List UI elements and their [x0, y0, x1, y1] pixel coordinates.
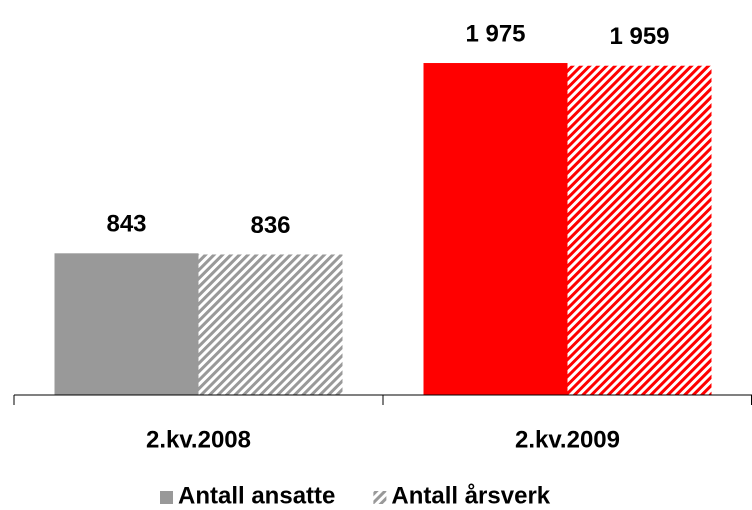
bar: [567, 65, 712, 395]
value-label: 836: [250, 212, 290, 239]
value-label: 1 959: [609, 23, 669, 50]
x-tick-label: 2.kv.2008: [146, 426, 251, 453]
value-label: 1 975: [465, 20, 525, 47]
x-tick-label: 2.kv.2009: [515, 426, 620, 453]
legend-label: Antall årsverk: [391, 482, 550, 509]
legend-label: Antall ansatte: [178, 482, 335, 509]
bar: [423, 63, 568, 395]
bar: [198, 254, 343, 395]
legend-swatch: [160, 491, 173, 504]
legend-swatch: [373, 491, 387, 504]
value-label: 843: [106, 211, 146, 238]
bar: [54, 253, 199, 395]
